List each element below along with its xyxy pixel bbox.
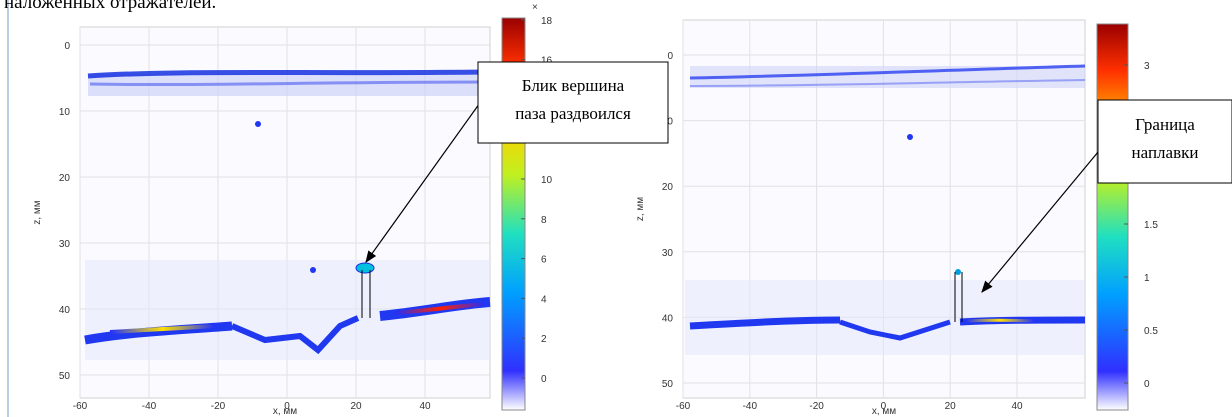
x-tick-label: 40 — [1011, 401, 1023, 412]
callout-text: Граница — [1135, 115, 1195, 134]
y-tick-label: 0 — [64, 41, 70, 52]
y-tick-label: 50 — [59, 371, 71, 382]
y-axis-label: z, мм — [32, 200, 43, 224]
colorbar-tick-label: 1.5 — [1144, 220, 1158, 231]
callout-arrow — [981, 139, 1109, 293]
x-tick-label: 0 — [881, 401, 887, 412]
heatmap — [84, 69, 491, 360]
colorbar-tick-label: 1 — [1144, 273, 1150, 284]
colorbar-tick-label: 8 — [541, 215, 547, 226]
x-axis-label: x, мм — [273, 406, 297, 417]
x-tick-label: 40 — [419, 401, 431, 412]
y-tick-label: 20 — [59, 173, 71, 184]
x-tick-label: -40 — [142, 401, 157, 412]
x-tick-label: -60 — [73, 401, 88, 412]
y-tick-label: 10 — [59, 107, 71, 118]
y-tick-label: 50 — [662, 379, 674, 390]
x-tick-label: -20 — [211, 401, 226, 412]
colorbar-exponent: × — [532, 2, 538, 13]
y-tick-label: 40 — [662, 313, 674, 324]
colorbar — [1096, 23, 1129, 411]
colorbar-tick-label: 2 — [541, 334, 547, 345]
colorbar-tick-label: 0 — [541, 374, 547, 385]
y-axis-label: z, мм — [635, 197, 646, 221]
callout-arrow — [365, 99, 483, 263]
colorbar-tick-label: 4 — [541, 294, 547, 305]
x-tick-label: 0 — [284, 401, 290, 412]
colorbar-tick-label: 6 — [541, 255, 547, 266]
doc-text: наложенных отражателей. — [4, 0, 216, 13]
y-tick-label: 40 — [59, 305, 71, 316]
colorbar-tick-label: 0 — [1144, 379, 1150, 390]
y-tick-label: 30 — [662, 248, 674, 259]
x-tick-label: 20 — [945, 401, 957, 412]
y-tick-label: 30 — [59, 239, 71, 250]
callout-text: паза раздвоился — [515, 104, 631, 123]
x-tick-label: -40 — [743, 401, 758, 412]
colorbar-tick-label: 0.5 — [1144, 326, 1158, 337]
y-tick-label: 20 — [662, 182, 674, 193]
callout-box — [477, 61, 669, 144]
x-tick-label: 20 — [350, 401, 362, 412]
y-tick-label: 0 — [667, 51, 673, 62]
callout-box — [1097, 99, 1232, 184]
colorbar-tick-label: 16 — [541, 56, 553, 67]
callout-text: наплавки — [1132, 143, 1199, 162]
colorbar-tick-label: 3 — [1144, 61, 1150, 72]
callout-text: Блик вершина — [522, 76, 625, 95]
heatmap — [685, 64, 1086, 355]
colorbar-tick-label: 18 — [541, 16, 553, 27]
image-panel: -60 -40 -20 0 20 40 0 10 20 30 40 50 x, мм z, мм 0 2 4 6 8… — [32, 2, 553, 417]
x-tick-label: -20 — [809, 401, 824, 412]
colorbar-tick-label: 10 — [541, 175, 553, 186]
x-tick-label: -60 — [676, 401, 691, 412]
x-axis-label: x, мм — [872, 406, 896, 417]
